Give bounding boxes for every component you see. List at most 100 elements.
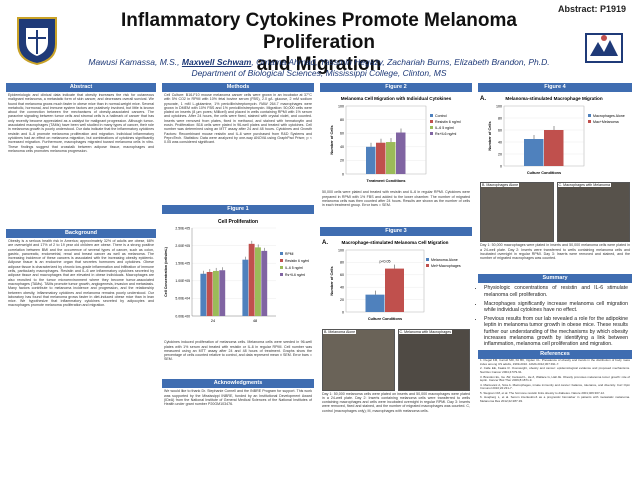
photo-label: B. Melanoma Alone [323, 329, 357, 334]
chart-title: Macrophage-stimulated Melanoma Cell Migr… [342, 240, 449, 245]
legend-swatch [280, 273, 283, 276]
presenting-author: Maxwell Schwam [181, 57, 252, 67]
figure-3-photos: B. Melanoma Alone C. Melanoma with Macro… [322, 328, 470, 391]
bar [213, 270, 219, 316]
section-header-methods: Methods [162, 83, 314, 92]
bar [524, 139, 544, 166]
references: 1. Flegal KM, Carroll MD, Kit BK, Ogden … [478, 358, 632, 404]
authors-post: , Omama Ahmad, Yassmin Hegazy, Zachariah… [251, 57, 550, 67]
reference-item: 1. Flegal KM, Carroll MD, Kit BK, Ogden … [480, 358, 630, 366]
figure-2-chart: Melanoma Cell Migration with Individual … [330, 96, 461, 183]
y-tick-label: 80 [340, 261, 344, 265]
bar [261, 250, 268, 316]
summary-item: Previous results from our lab revealed a… [484, 316, 628, 347]
figure-3-chart: A. Macrophage-stimulated Melanoma Cell Mi… [322, 240, 461, 321]
bar [365, 294, 385, 313]
y-axis-label: Number of Cells [330, 125, 334, 154]
section-header-abstract: Abstract [6, 83, 156, 92]
section-header-figure-1: Figure 1 [162, 205, 314, 214]
authors: Mawusi Kamassa, M.S., Maxwell Schwam, Om… [70, 57, 568, 79]
y-tick-label: 60 [340, 273, 344, 277]
legend-swatch [588, 120, 591, 123]
inbre-logo-icon [585, 33, 623, 63]
figure-4-photo-macrophages-melanoma: C. Macrophages with Melanoma [556, 182, 630, 243]
title-line-1: Inflammatory Cytokines Promote Melanoma … [121, 10, 517, 53]
figure-4-caption: Day 1: 50,000 macrophages were plated in… [480, 243, 630, 261]
y-tick-label: 80 [340, 118, 344, 122]
y-tick-label: 2.50E+05 [175, 226, 190, 230]
x-axis-label: Culture Conditions [368, 317, 402, 321]
y-tick-label: 1.50E+05 [175, 262, 190, 266]
bar [376, 142, 386, 174]
acknowledgments-text: We would like to thank Dr. Stephanie Cor… [164, 389, 312, 407]
legend-swatch [430, 132, 433, 135]
column-left: Abstract Epidemiologic and clinical data… [6, 83, 156, 473]
summary-item: Macrophages significantly increase melan… [484, 301, 628, 313]
department: Department of Biological Sciences, Missi… [191, 68, 447, 78]
section-header-summary: Summary [478, 274, 632, 284]
legend-label: Rs+IL6 ng/ml [435, 132, 456, 136]
section-header-references: References [478, 350, 632, 360]
bar [242, 259, 249, 316]
abstract-number: Abstract: P1919 [557, 4, 626, 14]
column-figures-2-3: Figure 2 Melanoma Cell Migration with In… [320, 83, 472, 473]
y-tick-label: 1.00E+05 [175, 279, 190, 283]
legend-label: IL-6 5 ng/ml [435, 126, 454, 130]
figure-4-photo-macrophages-alone: B. Macrophages Alone [480, 182, 554, 243]
y-tick-label: 0 [342, 172, 344, 176]
abstract-text: Epidemiologic and clinical data indicate… [8, 93, 154, 153]
background-text: Obesity is a serious health risk in Amer… [8, 239, 154, 308]
legend-label: Mel+Macrophages [431, 264, 461, 268]
bar [200, 273, 207, 316]
y-tick-label: 0.00E+00 [175, 314, 190, 318]
author-list: Mawusi Kamassa, M.S., Maxwell Schwam, Om… [70, 57, 568, 68]
chart-title: Cell Proliferation [218, 219, 258, 225]
figure-1-chart: Cell Proliferation 0.00E+00 5.00E+04 1.00E+… [164, 219, 309, 323]
legend-label: Control [435, 114, 447, 118]
legend-label: RPMI [285, 252, 294, 256]
figure-3-photo-melanoma-alone: B. Melanoma Alone [322, 328, 395, 391]
poster-title: Inflammatory Cytokines Promote Melanoma … [70, 10, 568, 76]
legend-swatch [280, 259, 283, 262]
y-tick-label: 0 [500, 164, 502, 168]
legend-swatch [280, 266, 283, 269]
bar [255, 247, 261, 316]
y-tick-label: 2.00E+05 [175, 244, 190, 248]
y-tick-label: 100 [338, 104, 344, 108]
section-header-acknowledgments: Acknowledgments [162, 379, 314, 389]
legend-swatch [430, 120, 433, 123]
y-tick-label: 60 [498, 128, 502, 132]
chart-title: Melanoma-stimulated Macrophage Migration [505, 96, 602, 101]
chart-title: Melanoma Cell Migration with Individual … [341, 96, 452, 101]
legend-label: Melanoma Alone [431, 258, 458, 262]
x-axis-label: Culture Conditions [527, 171, 561, 175]
y-tick-label: 100 [338, 249, 344, 253]
y-tick-label: 100 [496, 104, 502, 108]
legend-label: Macrophages Alone [593, 114, 625, 118]
bar [366, 146, 376, 174]
bar [544, 130, 564, 166]
figure-4-photos: B. Macrophages Alone C. Macrophages with… [480, 182, 630, 243]
y-tick-label: 5.00E+04 [175, 297, 190, 301]
y-axis-label: Number of Cells [488, 121, 492, 150]
legend-swatch [430, 114, 433, 117]
reference-item: 3. Brandon EL, Gu JW, Cantwell L, He Z, … [480, 374, 630, 383]
legend-label: IL-6 5 ng/ml [285, 266, 303, 270]
photo-label: C. Macrophages with Melanoma [557, 183, 612, 188]
photo-label: C. Melanoma with Macrophages [398, 329, 453, 334]
y-tick-label: 60 [340, 132, 344, 136]
legend-swatch [426, 264, 429, 268]
section-header-figure-3: Figure 3 [320, 227, 472, 237]
significance-label: p<0.05 [379, 260, 390, 264]
photo-label: B. Macrophages Alone [481, 183, 520, 188]
legend-swatch [588, 114, 591, 117]
y-tick-label: 20 [340, 298, 344, 302]
section-header-figure-4: Figure 4 [478, 83, 632, 92]
figure-2-caption: 50,000 cells were plated and treated wit… [322, 190, 470, 208]
legend-label: Rs+IL6 ng/ml [285, 273, 305, 277]
x-tick-label: 48 [253, 319, 257, 323]
chart-panel-label: A. [480, 96, 486, 102]
y-axis-label: Number of Cells [330, 267, 334, 296]
section-header-figure-2: Figure 2 [320, 83, 472, 92]
y-tick-label: 40 [498, 140, 502, 144]
